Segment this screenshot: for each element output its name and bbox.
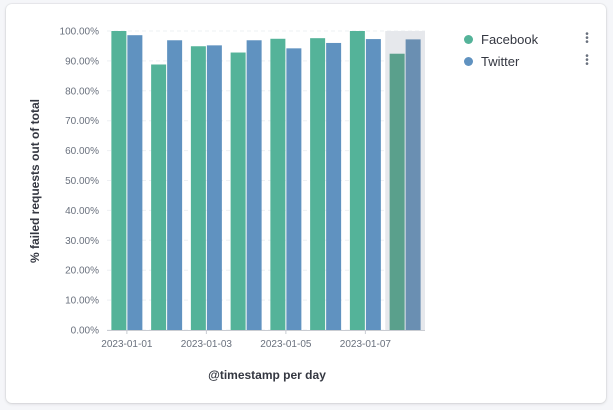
y-tick-label: 90.00% [65,56,99,67]
axis-layer: 0.00% 10.00% 20.00% 30.00% 40.00% 50.00% 60.00… [60,27,425,350]
bar-twitter-2023-01-08[interactable] [405,39,421,330]
more-vertical-icon[interactable]: • • • [585,29,589,48]
y-tick-label: 50.00% [65,176,99,187]
bar-facebook-2023-01-05[interactable] [270,38,286,331]
y-tick-label: 10.00% [65,296,99,307]
bar-facebook-2023-01-07[interactable] [349,31,365,330]
y-tick-label: 100.00% [60,27,100,38]
y-axis-title: % failed requests out of total [28,99,42,263]
x-axis-title: @timestamp per day [208,368,326,382]
more-vertical-icon[interactable]: • • • [585,51,589,70]
bar-twitter-2023-01-06[interactable] [326,42,342,331]
bar-facebook-2023-01-03[interactable] [190,46,206,331]
bar-twitter-2023-01-04[interactable] [246,40,262,330]
bar-facebook-2023-01-01[interactable] [111,31,127,330]
bars-layer[interactable] [111,31,421,331]
y-tick-label: 80.00% [65,86,99,97]
visualization-panel [6,4,606,403]
legend-label-facebook: Facebook [481,31,539,47]
bar-facebook-2023-01-02[interactable] [151,64,167,330]
x-tick-label: 2023-01-05 [260,339,312,350]
bar-twitter-2023-01-03[interactable] [206,45,222,331]
y-tick-label: 70.00% [65,116,99,127]
bar-facebook-2023-01-08[interactable] [389,53,405,330]
bar-twitter-2023-01-01[interactable] [127,35,143,330]
y-tick-label: 20.00% [65,266,99,277]
y-tick-label: 30.00% [65,236,99,247]
legend-item-facebook[interactable]: Facebook • • • [464,28,594,50]
legend-item-twitter[interactable]: Twitter • • • [464,50,594,72]
x-tick-label: 2023-01-03 [181,339,233,350]
bar-twitter-2023-01-05[interactable] [286,48,302,330]
bar-twitter-2023-01-02[interactable] [167,40,183,330]
bar-facebook-2023-01-04[interactable] [230,52,246,330]
y-tick-label: 60.00% [65,146,99,157]
chart-legend: Facebook • • • Twitter • • • [464,28,594,72]
bar-facebook-2023-01-06[interactable] [310,38,326,331]
bar-twitter-2023-01-07[interactable] [365,39,381,330]
legend-label-twitter: Twitter [481,53,520,69]
legend-dot-twitter [464,56,473,66]
y-tick-label: 0.00% [71,326,99,337]
x-tick-label: 2023-01-07 [340,339,392,350]
x-tick-label: 2023-01-01 [101,339,153,350]
y-tick-label: 40.00% [65,206,99,217]
legend-dot-facebook [464,34,473,44]
